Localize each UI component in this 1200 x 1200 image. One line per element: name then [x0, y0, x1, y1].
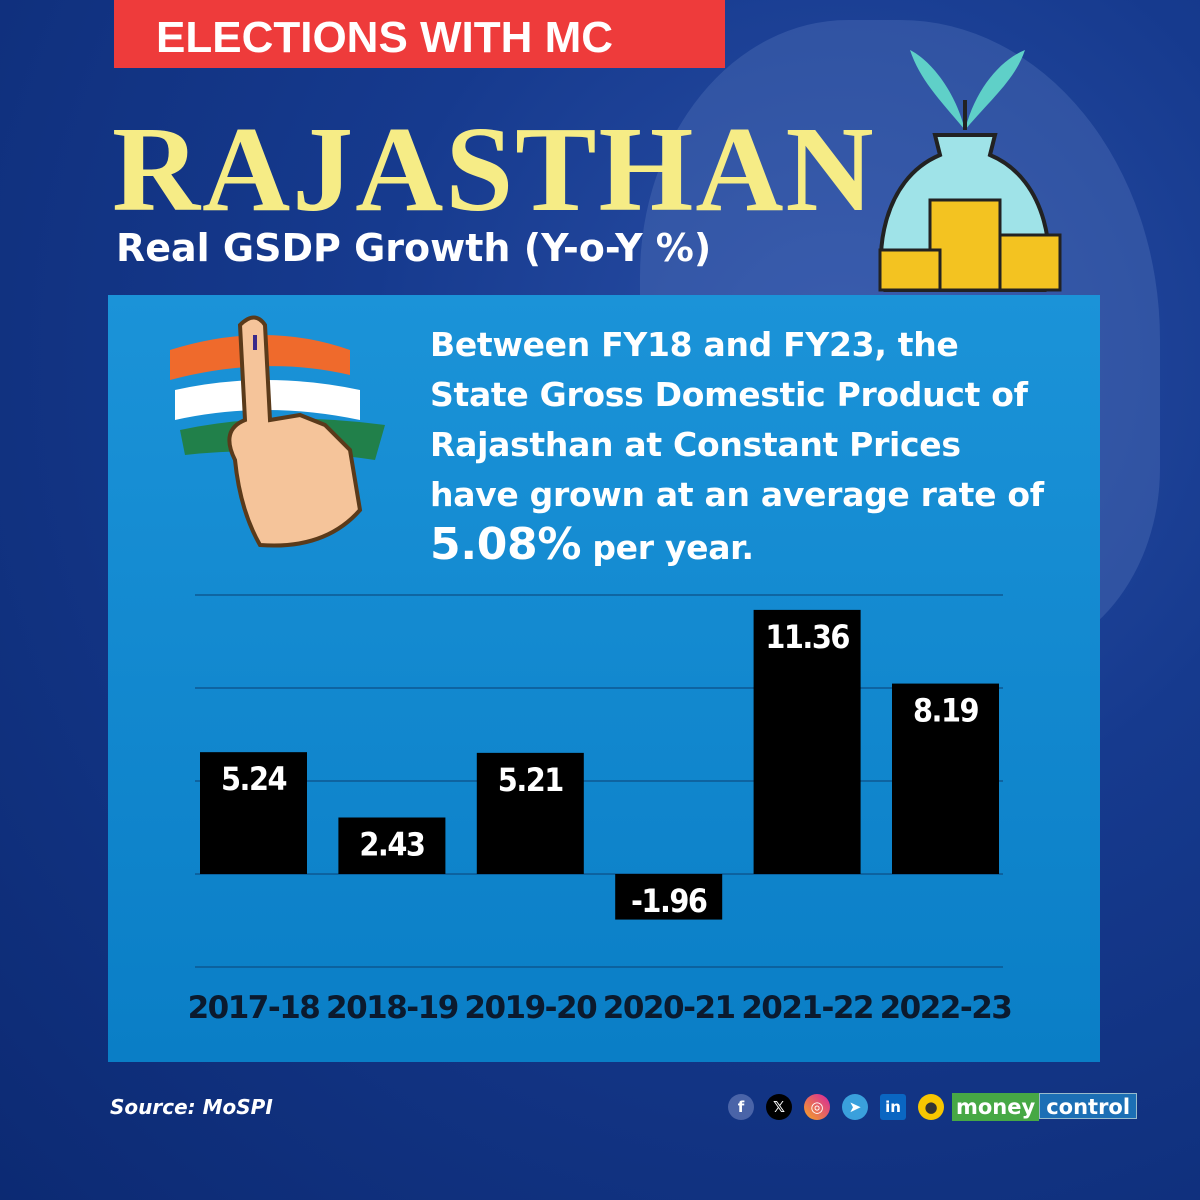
x-tick-label: 2019-20: [464, 990, 597, 1026]
data-label: 8.19: [913, 692, 979, 730]
x-tick-label: 2022-23: [880, 990, 1012, 1026]
data-label: -1.96: [631, 882, 707, 920]
data-label: 2.43: [359, 826, 424, 864]
bar-2018-19: [338, 817, 446, 874]
instagram-icon[interactable]: ◎: [804, 1094, 830, 1120]
logo-part-money: money: [952, 1093, 1040, 1121]
social-links: f 𝕏 ◎ ➤ in ● money control: [728, 1093, 1138, 1121]
summary-text-post: per year.: [581, 528, 754, 567]
facebook-icon[interactable]: f: [728, 1094, 754, 1120]
money-jar-icon: [878, 50, 1062, 292]
x-tick-label: 2021-22: [741, 990, 873, 1026]
moneycontrol-logo: money control: [952, 1093, 1138, 1121]
x-tick-label: 2017-18: [188, 990, 320, 1026]
chart-subtitle: Real GSDP Growth (Y-o-Y %): [116, 226, 712, 270]
bar-2022-23: [892, 683, 999, 874]
summary-text: Between FY18 and FY23, the State Gross D…: [430, 320, 1050, 573]
data-label: 5.24: [221, 760, 287, 798]
page-title: RAJASTHAN: [112, 102, 876, 237]
telegram-icon[interactable]: ➤: [842, 1094, 868, 1120]
logo-part-control: control: [1039, 1093, 1138, 1119]
voting-finger-icon: [170, 315, 385, 548]
linkedin-icon[interactable]: in: [880, 1094, 906, 1120]
x-tick-label: 2020-21: [603, 990, 735, 1026]
data-label: 5.21: [498, 761, 564, 799]
data-label: 11.36: [765, 618, 849, 656]
average-growth-value: 5.08%: [430, 519, 582, 570]
bar-2021-22: [753, 609, 861, 874]
bar-2019-20: [476, 752, 584, 874]
source-note: Source: MoSPI: [110, 1095, 273, 1119]
series-banner: ELECTIONS WITH MC: [114, 0, 725, 68]
x-icon[interactable]: 𝕏: [766, 1094, 792, 1120]
bar-2017-18: [200, 752, 307, 874]
bar-2020-21: [615, 874, 723, 920]
koo-icon[interactable]: ●: [918, 1094, 944, 1120]
summary-text-pre: Between FY18 and FY23, the State Gross D…: [430, 325, 1044, 514]
x-tick-label: 2018-19: [326, 990, 458, 1026]
